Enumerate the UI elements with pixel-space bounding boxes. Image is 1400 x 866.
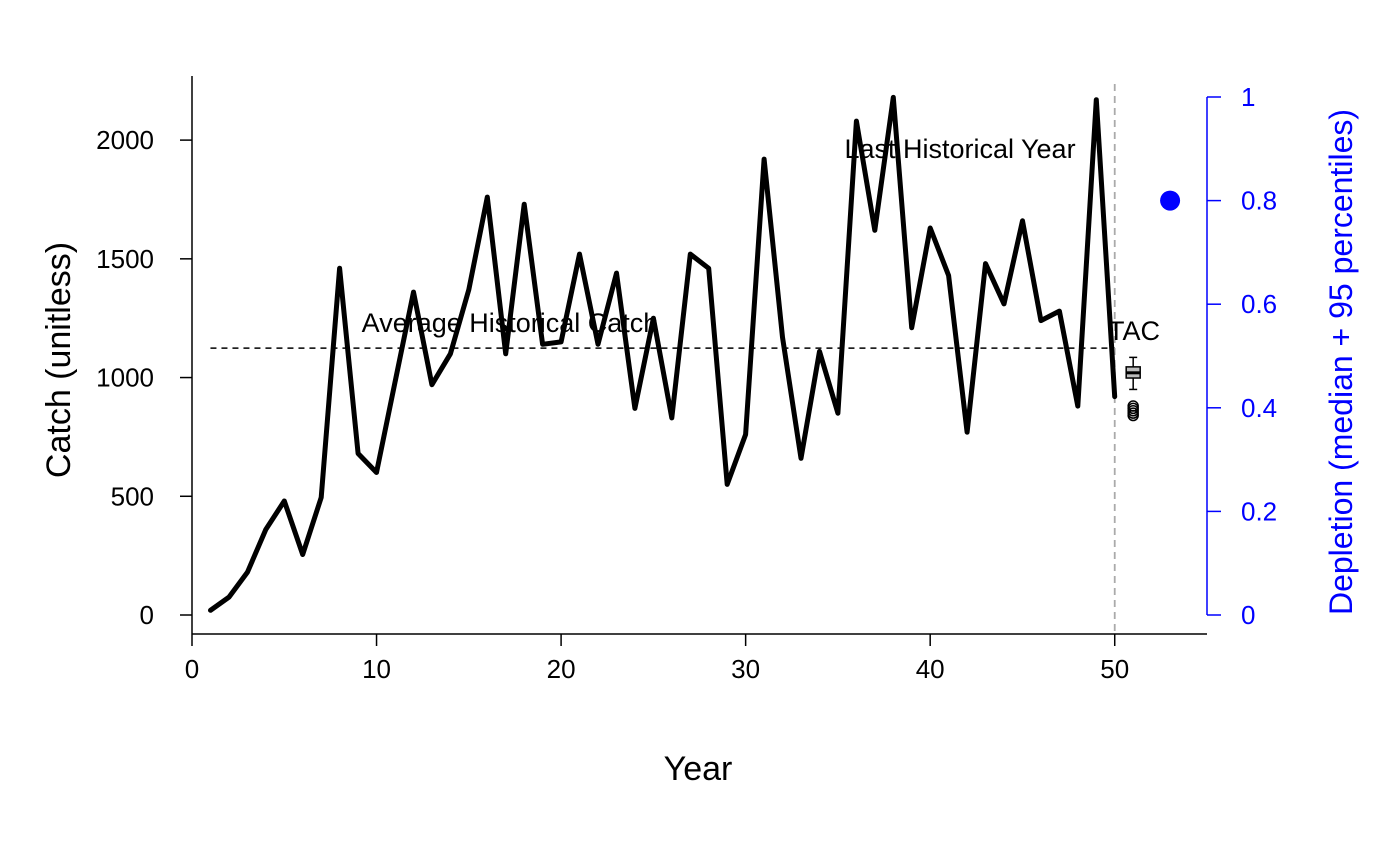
last-year-annotation: Last Historical Year — [844, 134, 1075, 164]
y-tick-label: 1000 — [96, 363, 154, 393]
y2-tick-label: 0 — [1241, 600, 1255, 630]
x-axis-label: Year — [664, 750, 733, 788]
y2-tick-label: 0.6 — [1241, 289, 1277, 319]
x-tick-label: 40 — [916, 654, 945, 684]
y2-ticks: 0 0.2 0.4 0.6 0.8 1 — [1207, 82, 1277, 630]
y-axis-label: Catch (unitless) — [40, 242, 78, 478]
y-ticks: 0 500 1000 1500 2000 — [96, 125, 192, 630]
x-tick-label: 30 — [731, 654, 760, 684]
y-tick-label: 500 — [111, 481, 154, 511]
y2-tick-label: 0.8 — [1241, 186, 1277, 216]
tac-boxplot — [1125, 356, 1141, 422]
depletion-median-point — [1160, 190, 1181, 211]
y2-tick-label: 1 — [1241, 82, 1255, 112]
x-tick-label: 10 — [362, 654, 391, 684]
x-tick-label: 20 — [547, 654, 576, 684]
y2-tick-label: 0.2 — [1241, 496, 1277, 526]
tac-annotation: TAC — [1108, 316, 1160, 346]
y2-tick-label: 0.4 — [1241, 393, 1277, 423]
x-tick-label: 50 — [1100, 654, 1129, 684]
y-tick-label: 0 — [140, 600, 154, 630]
y2-axis-label: Depletion (median + 95 percentiles) — [1323, 109, 1359, 615]
plot-marks — [208, 84, 1181, 634]
y-tick-label: 2000 — [96, 125, 154, 155]
boxplot-outlier — [1127, 409, 1139, 422]
average-catch-annotation: Average Historical Catch — [362, 308, 659, 338]
x-tick-label: 0 — [185, 654, 199, 684]
catch-series-line — [208, 94, 1118, 613]
x-ticks: 0 10 20 30 40 50 — [185, 634, 1129, 684]
y-tick-label: 1500 — [96, 244, 154, 274]
